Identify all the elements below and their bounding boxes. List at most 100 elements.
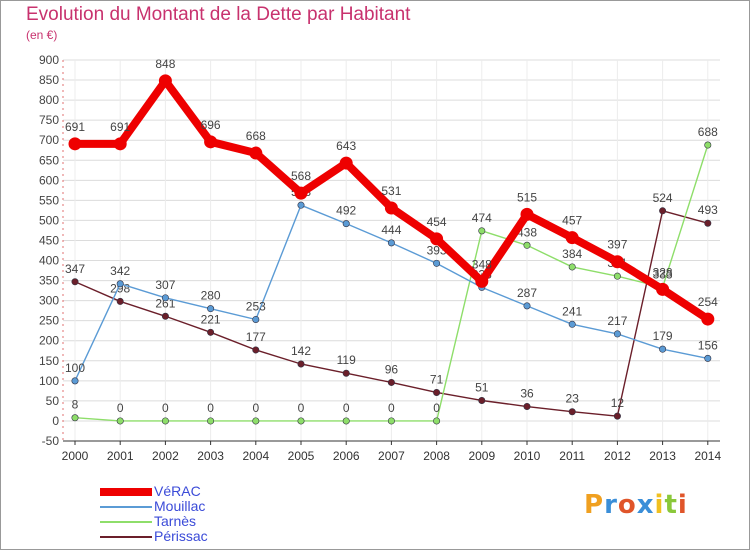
y-tick-label: 600 xyxy=(39,173,59,187)
x-tick-label: 2003 xyxy=(197,449,224,463)
legend-swatch xyxy=(100,536,152,538)
data-label: 474 xyxy=(472,211,492,225)
data-label: 0 xyxy=(298,401,305,415)
y-tick-label: 750 xyxy=(39,113,59,127)
x-tick-label: 2011 xyxy=(559,449,585,463)
data-label: 253 xyxy=(246,299,266,313)
y-tick-label: 200 xyxy=(39,334,59,348)
y-tick-label: 850 xyxy=(39,73,59,87)
data-label: 142 xyxy=(291,344,311,358)
data-point xyxy=(71,278,79,286)
legend-swatch xyxy=(100,521,152,523)
data-label: 397 xyxy=(607,238,627,252)
x-tick-label: 2004 xyxy=(242,449,269,463)
x-tick-label: 2006 xyxy=(333,449,360,463)
data-point xyxy=(158,74,172,88)
data-label: 688 xyxy=(698,125,718,139)
data-label: 221 xyxy=(201,312,221,326)
data-point xyxy=(71,414,79,422)
legend-label: Mouillac xyxy=(154,498,206,514)
y-tick-label: 900 xyxy=(39,53,59,67)
data-point xyxy=(433,417,441,425)
data-label: 0 xyxy=(207,401,214,415)
data-point xyxy=(478,227,486,235)
data-label: 100 xyxy=(65,361,85,375)
data-label: 848 xyxy=(155,57,175,71)
data-point xyxy=(701,312,715,326)
data-point xyxy=(342,417,350,425)
data-point xyxy=(384,201,398,215)
data-label: 0 xyxy=(162,401,169,415)
data-point xyxy=(294,186,308,200)
data-point xyxy=(430,232,444,246)
y-tick-label: 100 xyxy=(39,374,59,388)
data-label: 531 xyxy=(381,184,401,198)
data-label: 568 xyxy=(291,169,311,183)
data-label: 254 xyxy=(698,295,718,309)
data-point xyxy=(116,417,124,425)
data-point xyxy=(613,330,621,338)
y-tick-label: 450 xyxy=(39,233,59,247)
data-label: 119 xyxy=(337,353,356,367)
data-label: 0 xyxy=(388,401,395,415)
data-point xyxy=(207,328,215,336)
data-point xyxy=(656,282,670,296)
y-tick-label: 150 xyxy=(39,354,59,368)
data-point xyxy=(252,315,260,323)
data-point xyxy=(613,272,621,280)
data-label: 0 xyxy=(433,401,440,415)
data-label: 524 xyxy=(653,191,673,205)
data-label: 8 xyxy=(72,398,79,412)
data-label: 691 xyxy=(110,120,130,134)
data-label: 493 xyxy=(698,203,718,217)
data-point xyxy=(523,403,531,411)
data-label: 643 xyxy=(336,139,356,153)
y-tick-label: 350 xyxy=(39,274,59,288)
data-label: 0 xyxy=(117,401,124,415)
data-point xyxy=(387,239,395,247)
data-label: 333 xyxy=(653,267,673,281)
x-tick-label: 2012 xyxy=(604,449,631,463)
data-label: 444 xyxy=(381,223,401,237)
x-tick-label: 2001 xyxy=(107,449,134,463)
data-point xyxy=(252,346,260,354)
data-point xyxy=(207,305,215,313)
x-tick-label: 2014 xyxy=(694,449,721,463)
data-label: 342 xyxy=(110,264,130,278)
x-tick-label: 2009 xyxy=(468,449,495,463)
data-label: 691 xyxy=(65,120,85,134)
legend-label: Périssac xyxy=(154,528,208,544)
data-label: 515 xyxy=(517,190,537,204)
data-label: 36 xyxy=(520,387,534,401)
data-label: 156 xyxy=(698,338,718,352)
data-point xyxy=(433,259,441,267)
data-label: 668 xyxy=(246,129,266,143)
data-point xyxy=(116,280,124,288)
data-label: 384 xyxy=(562,247,582,261)
data-label: 287 xyxy=(517,286,537,300)
data-point xyxy=(252,417,260,425)
data-point xyxy=(610,255,624,269)
data-point xyxy=(565,231,579,245)
data-point xyxy=(161,417,169,425)
data-point xyxy=(297,201,305,209)
data-point xyxy=(613,412,621,420)
data-point xyxy=(249,146,263,160)
data-point xyxy=(71,377,79,385)
data-label: 96 xyxy=(385,362,399,376)
data-point xyxy=(475,274,489,288)
data-label: 217 xyxy=(607,314,627,328)
data-label: 696 xyxy=(201,118,221,132)
x-tick-label: 2002 xyxy=(152,449,179,463)
data-point xyxy=(339,156,353,170)
y-tick-label: 250 xyxy=(39,314,59,328)
data-label: 177 xyxy=(246,330,266,344)
data-point xyxy=(113,137,127,151)
data-point xyxy=(704,354,712,362)
data-point xyxy=(161,312,169,320)
data-point xyxy=(204,135,218,149)
data-label: 71 xyxy=(430,372,444,386)
data-point xyxy=(387,378,395,386)
data-point xyxy=(161,294,169,302)
